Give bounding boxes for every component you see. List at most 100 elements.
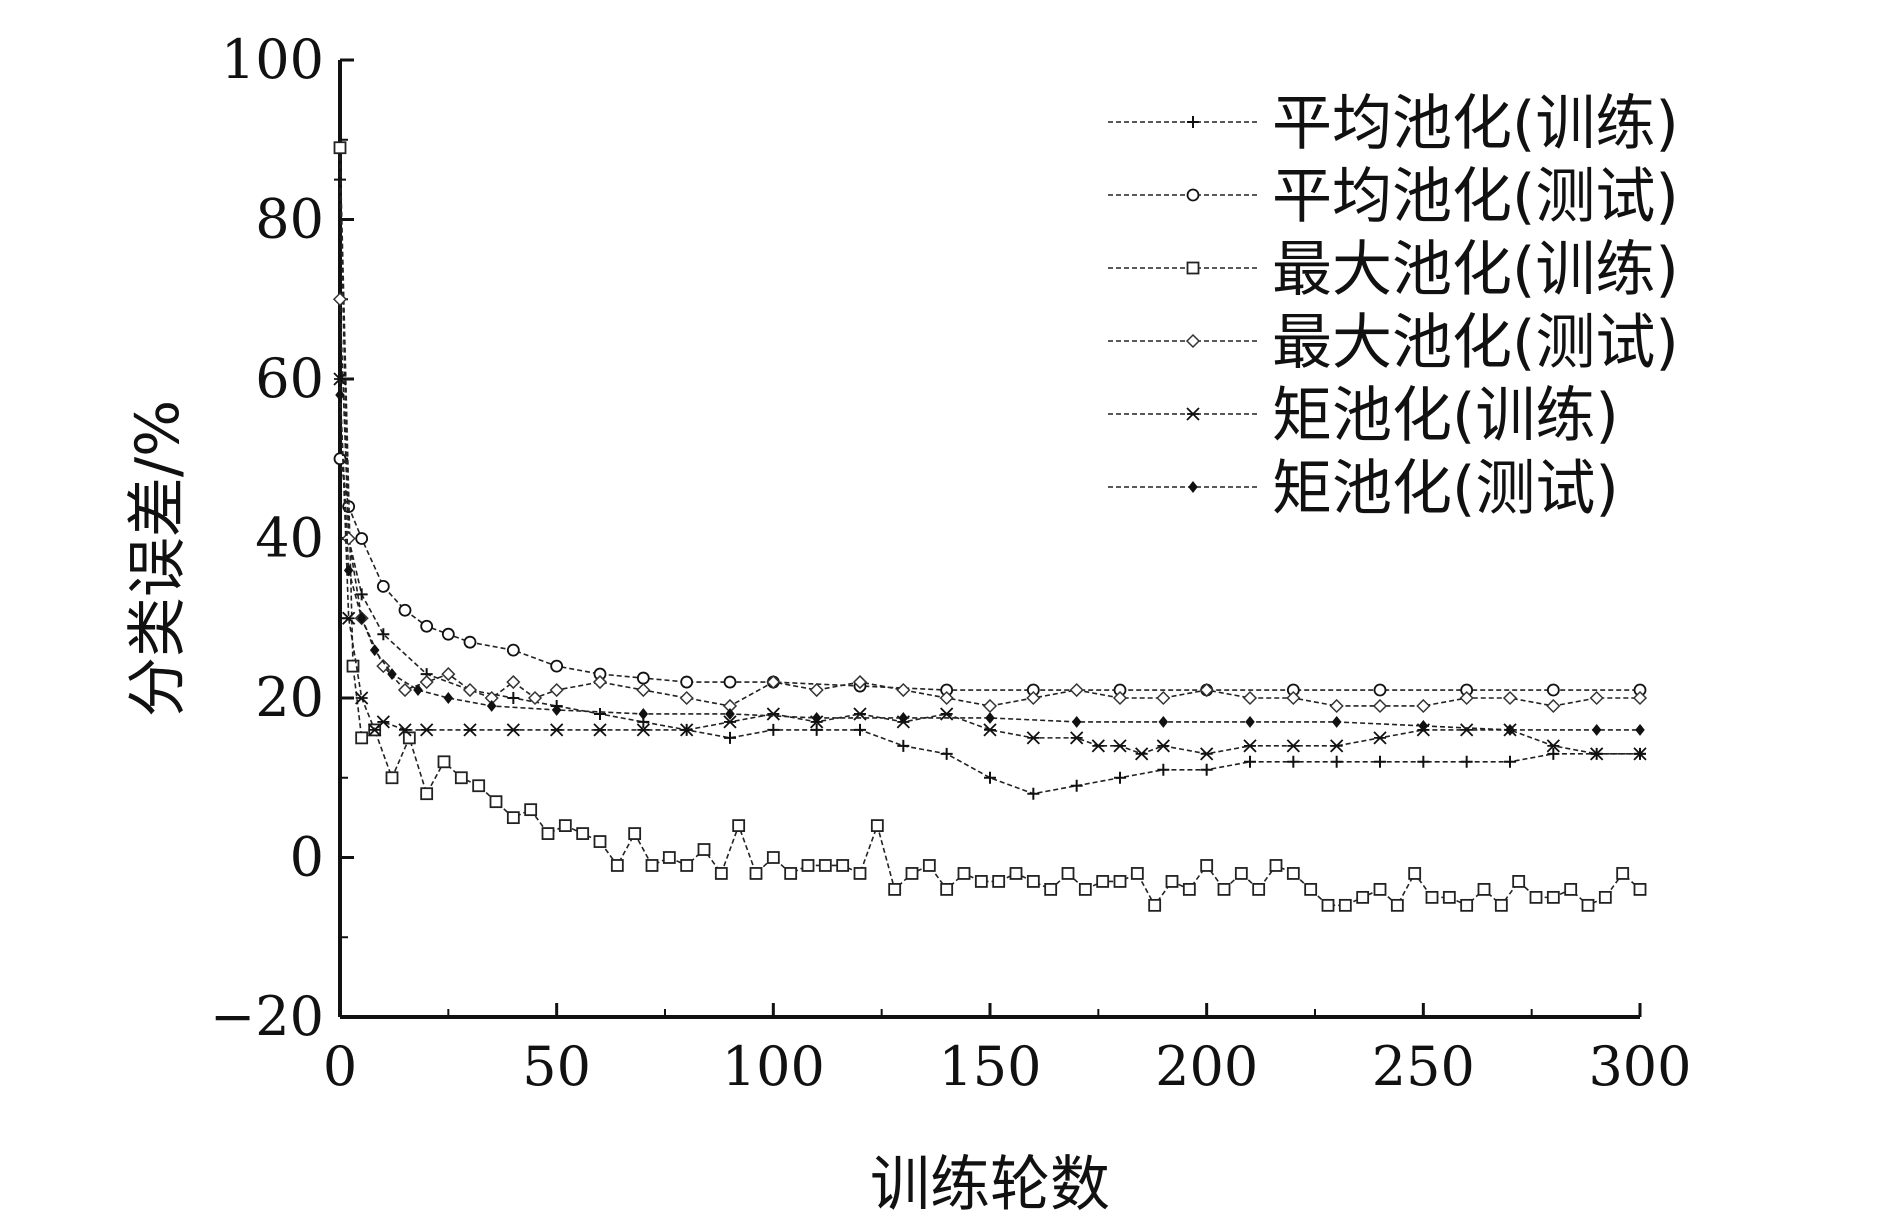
data-point — [636, 671, 650, 685]
data-point — [974, 875, 988, 888]
data-point — [1135, 747, 1149, 761]
data-point — [507, 692, 520, 704]
legend-label: 矩池化(训练) — [1272, 381, 1619, 451]
data-point — [636, 723, 650, 737]
data-point — [680, 859, 694, 872]
data-point — [1460, 898, 1474, 912]
data-point — [1329, 698, 1344, 714]
y-tick-label: 0 — [290, 826, 324, 889]
data-point — [1026, 875, 1040, 888]
data-point — [419, 674, 434, 690]
data-point — [437, 755, 451, 769]
data-point — [1243, 739, 1257, 753]
data-point — [1459, 690, 1474, 706]
data-point — [1286, 867, 1300, 880]
data-point — [592, 674, 608, 690]
data-point — [454, 771, 468, 785]
data-point — [413, 684, 423, 696]
data-point — [541, 827, 555, 840]
data-point — [1546, 683, 1560, 697]
data-point — [1331, 715, 1342, 728]
data-point — [1269, 859, 1283, 872]
data-point — [506, 811, 520, 825]
data-point — [333, 141, 347, 155]
legend-label: 矩池化(测试) — [1272, 454, 1619, 524]
data-point — [1408, 867, 1422, 880]
data-point — [1165, 875, 1179, 888]
data-point — [1026, 731, 1040, 745]
data-point — [1374, 755, 1386, 768]
y-tick-label: 80 — [255, 188, 324, 251]
data-point — [679, 690, 694, 706]
data-point — [1460, 723, 1474, 737]
data-point — [463, 723, 477, 737]
legend-marker — [1186, 261, 1200, 275]
legend-item: 平均池化(测试) — [1108, 162, 1679, 232]
data-point — [1502, 690, 1518, 706]
data-point — [1505, 723, 1515, 736]
data-point — [724, 731, 736, 744]
series-5 — [335, 388, 1645, 736]
data-point — [1373, 683, 1387, 697]
data-point — [940, 883, 954, 896]
x-tick-label: 100 — [722, 1035, 825, 1098]
x-tick-label: 50 — [522, 1035, 591, 1098]
data-point — [335, 388, 345, 401]
data-point — [853, 867, 867, 880]
data-point — [766, 707, 780, 721]
data-point — [898, 711, 909, 724]
data-point — [680, 675, 694, 689]
data-point — [723, 675, 737, 689]
data-point — [992, 875, 1006, 888]
data-point — [1070, 779, 1083, 792]
data-point — [818, 859, 832, 872]
data-point — [376, 659, 391, 674]
data-point — [443, 692, 454, 704]
data-point — [355, 691, 369, 705]
y-tick-label: 20 — [255, 666, 324, 729]
data-point — [1504, 755, 1516, 768]
data-point — [1078, 883, 1092, 896]
y-tick-label: 60 — [255, 347, 324, 410]
data-point — [1635, 723, 1645, 736]
data-point — [1330, 739, 1344, 753]
data-point — [1418, 719, 1429, 732]
data-point — [645, 859, 659, 872]
data-point — [506, 723, 520, 737]
data-point — [983, 723, 997, 737]
data-point — [594, 707, 606, 720]
data-point — [1148, 898, 1162, 912]
data-point — [342, 611, 356, 625]
data-point — [1096, 875, 1110, 888]
data-point — [550, 659, 564, 673]
data-point — [836, 859, 850, 872]
data-point — [1156, 739, 1170, 753]
legend-marker — [1188, 481, 1198, 493]
data-point — [1373, 883, 1387, 896]
legend-marker — [1187, 116, 1199, 128]
data-point — [1529, 890, 1543, 904]
data-point — [402, 731, 416, 745]
data-point — [356, 612, 367, 625]
y-tick-label: 40 — [255, 507, 324, 570]
data-point — [420, 619, 434, 633]
data-point — [1356, 890, 1370, 904]
data-point — [462, 682, 478, 698]
data-point — [1589, 690, 1604, 706]
data-point — [1245, 715, 1255, 728]
data-point — [1616, 867, 1630, 880]
data-point — [550, 723, 564, 737]
data-point — [441, 627, 455, 641]
data-point — [420, 787, 434, 801]
data-point — [636, 682, 651, 698]
data-point — [398, 723, 412, 737]
data-point — [369, 644, 380, 657]
data-point — [982, 698, 998, 714]
data-point — [341, 531, 356, 546]
data-point — [662, 851, 676, 864]
data-point — [1044, 883, 1058, 896]
data-point — [1330, 755, 1343, 768]
data-point — [1182, 883, 1196, 896]
data-point — [1091, 739, 1105, 753]
